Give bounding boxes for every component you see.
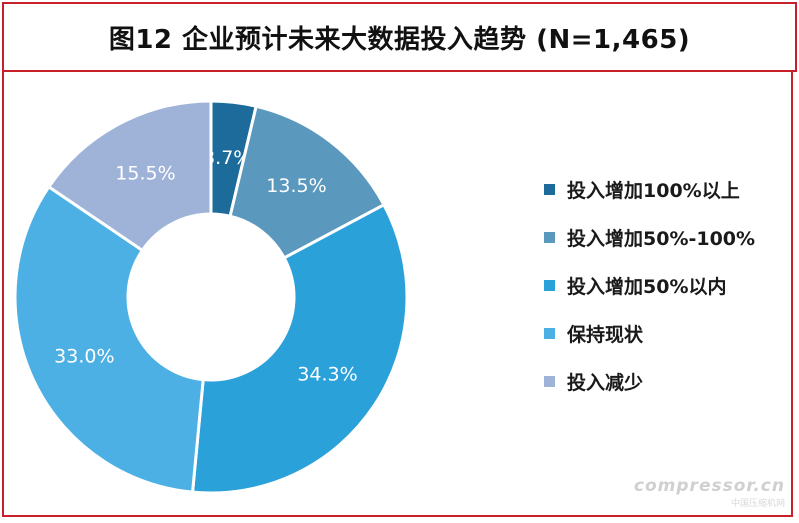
legend-label: 投入减少 <box>567 371 644 394</box>
slice-value-label: 33.0% <box>54 346 114 368</box>
legend-swatch <box>544 183 555 195</box>
watermark-subtext: 中国压缩机网 <box>730 499 785 509</box>
watermark-logo-text: compressor.cn <box>633 476 785 496</box>
chart-title: 图12 企业预计未来大数据投入趋势 (N=1,465) <box>108 24 691 55</box>
slice-value-label: 13.5% <box>266 175 326 197</box>
chart-legend: 投入增加100%以上 投入增加50%-100% 投入增加50%以内 保持现状投入减少 <box>544 165 755 405</box>
legend-swatch <box>544 327 555 339</box>
legend-swatch <box>544 231 555 243</box>
legend-label: 投入增加50%以内 <box>567 275 727 298</box>
donut-slice <box>46 99 213 253</box>
legend-item: 投入增加50%以内 <box>544 261 755 309</box>
title-bar: 图12 企业预计未来大数据投入趋势 (N=1,465) <box>2 2 797 72</box>
donut-slice <box>190 202 409 495</box>
legend-label: 保持现状 <box>567 323 644 346</box>
donut-slice <box>13 184 205 494</box>
slice-value-label: 34.3% <box>297 364 357 386</box>
slice-value-label: 15.5% <box>115 162 175 184</box>
legend-item: 投入减少 <box>544 357 755 405</box>
legend-swatch <box>544 375 555 387</box>
donut-slice <box>228 104 386 260</box>
watermark: compressor.cn 中国压缩机网 <box>634 476 785 509</box>
legend-item: 保持现状 <box>544 309 755 357</box>
legend-label: 投入增加100%以上 <box>567 179 740 202</box>
legend-label: 投入增加50%-100% <box>567 227 756 250</box>
legend-item: 投入增加50%-100% <box>544 213 755 261</box>
legend-swatch <box>544 279 555 291</box>
legend-item: 投入增加100%以上 <box>544 165 755 213</box>
slice-value-label: 3.7% <box>203 147 251 169</box>
